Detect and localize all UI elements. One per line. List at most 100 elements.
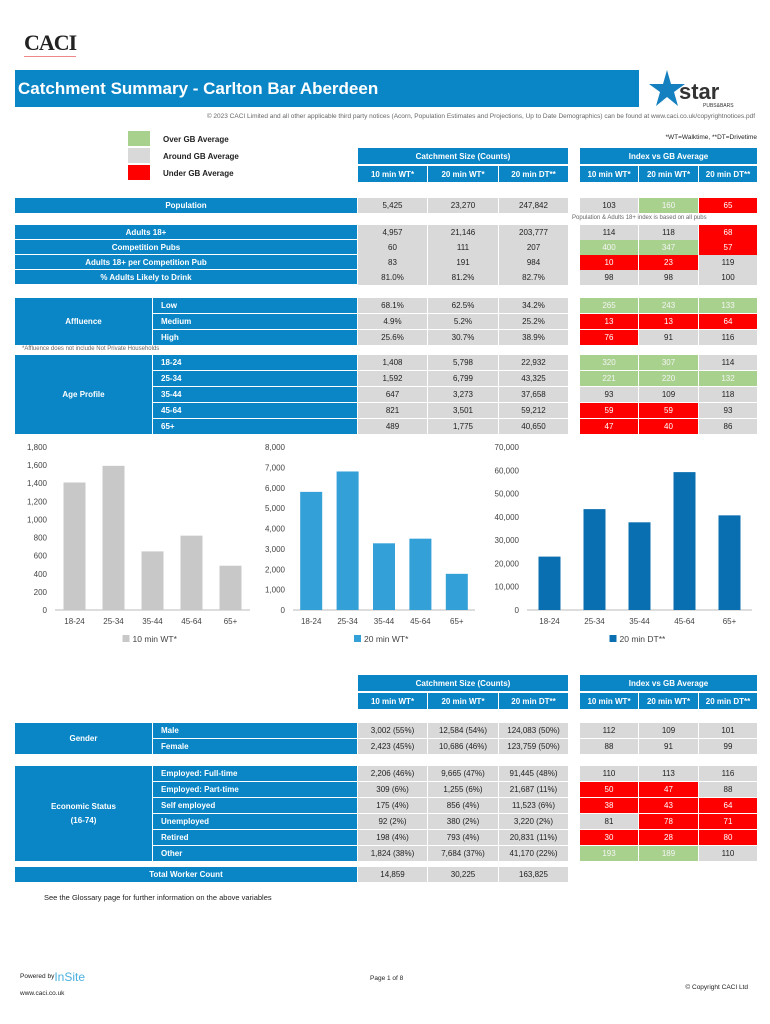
- copyright-note: © 2023 CACI Limited and all other applic…: [206, 113, 755, 120]
- value-cell: 81.0%: [358, 270, 427, 285]
- y-tick-label: 0: [43, 606, 48, 615]
- index-cell: 47: [580, 419, 638, 434]
- row-label: Unemployed: [153, 814, 357, 829]
- value-cell: 6,799: [428, 371, 498, 386]
- index-cell: 78: [639, 814, 698, 829]
- bar-45-64: [673, 472, 696, 610]
- caci-logo: CACI: [24, 30, 77, 57]
- powered-by: Powered by InSite: [20, 970, 85, 984]
- legend-swatch: [354, 635, 361, 642]
- index-column-header: 10 min WT*: [580, 166, 638, 182]
- y-tick-label: 800: [34, 534, 48, 543]
- bar-65+: [219, 565, 242, 610]
- column-header: 20 min WT*: [428, 166, 498, 182]
- bar-25-34: [336, 471, 359, 610]
- value-cell: 247,842: [499, 198, 568, 213]
- row-label: 18-24: [153, 355, 357, 370]
- index-cell: 98: [580, 270, 638, 285]
- index-cell: 243: [639, 298, 698, 313]
- value-cell: 38.9%: [499, 330, 568, 345]
- y-tick-label: 1,400: [27, 479, 48, 488]
- value-cell: 123,759 (50%): [499, 739, 568, 754]
- y-tick-label: 0: [281, 606, 286, 615]
- value-cell: 380 (2%): [428, 814, 498, 829]
- row-label: 25-34: [153, 371, 357, 386]
- value-cell: 489: [358, 419, 427, 434]
- index-cell: 98: [639, 270, 698, 285]
- row-label: 45-64: [153, 403, 357, 418]
- svg-text:star: star: [679, 79, 720, 104]
- y-tick-label: 70,000: [495, 443, 520, 452]
- value-cell: 60: [358, 240, 427, 255]
- y-tick-label: 6,000: [265, 484, 286, 493]
- value-cell: 309 (6%): [358, 782, 427, 797]
- x-tick-label: 45-64: [181, 617, 202, 626]
- y-tick-label: 10,000: [495, 583, 520, 592]
- x-tick-label: 25-34: [584, 617, 605, 626]
- index-cell: 10: [580, 255, 638, 270]
- catchment-size-header: Catchment Size (Counts): [358, 675, 568, 691]
- value-cell: 1,824 (38%): [358, 846, 427, 861]
- value-cell: 43,325: [499, 371, 568, 386]
- x-tick-label: 25-34: [337, 617, 358, 626]
- insite-logo: InSite: [54, 970, 86, 984]
- value-cell: 92 (2%): [358, 814, 427, 829]
- index-vs-gb-header: Index vs GB Average: [580, 675, 757, 691]
- index-cell: 59: [639, 403, 698, 418]
- value-cell: 856 (4%): [428, 798, 498, 813]
- value-cell: 9,665 (47%): [428, 766, 498, 781]
- adults-row-label: Adults 18+: [15, 225, 357, 239]
- index-cell: 116: [699, 330, 757, 345]
- x-tick-label: 65+: [450, 617, 464, 626]
- index-column-header: 20 min DT**: [699, 693, 757, 709]
- y-tick-label: 200: [34, 588, 48, 597]
- footer-url[interactable]: www.caci.co.uk: [20, 990, 65, 997]
- legend-under-swatch: [128, 165, 150, 180]
- value-cell: 203,777: [499, 225, 568, 240]
- value-cell: 3,273: [428, 387, 498, 402]
- index-cell: 59: [580, 403, 638, 418]
- index-cell: 193: [580, 846, 638, 861]
- affluence-note: *Affluence does not include Not Private …: [22, 346, 160, 352]
- index-cell: 114: [699, 355, 757, 370]
- key-note: *WT=Walktime, **DT=Drivetime: [665, 134, 758, 141]
- index-cell: 103: [580, 198, 638, 213]
- index-cell: 119: [699, 255, 757, 270]
- bar-25-34: [102, 465, 125, 610]
- value-cell: 984: [499, 255, 568, 270]
- index-cell: 400: [580, 240, 638, 255]
- bar-35-44: [141, 551, 164, 610]
- x-tick-label: 18-24: [301, 617, 322, 626]
- group-label-line: Economic Status: [51, 801, 116, 811]
- bar-18-24: [300, 491, 323, 610]
- index-column-header: 10 min WT*: [580, 693, 638, 709]
- index-cell: 50: [580, 782, 638, 797]
- index-cell: 109: [639, 387, 698, 402]
- gender-group-label: Gender: [15, 723, 152, 754]
- y-tick-label: 1,200: [27, 497, 48, 506]
- value-cell: 647: [358, 387, 427, 402]
- index-cell: 221: [580, 371, 638, 386]
- population-note: Population & Adults 18+ index is based o…: [572, 215, 707, 221]
- value-cell: 10,686 (46%): [428, 739, 498, 754]
- glossary-note: See the Glossary page for further inform…: [44, 893, 272, 902]
- value-cell: 83: [358, 255, 427, 270]
- index-cell: 71: [699, 814, 757, 829]
- value-cell: 34.2%: [499, 298, 568, 313]
- value-cell: 5.2%: [428, 314, 498, 329]
- index-cell: 88: [699, 782, 757, 797]
- index-cell: 110: [580, 766, 638, 781]
- index-cell: 43: [639, 798, 698, 813]
- value-cell: 22,932: [499, 355, 568, 370]
- x-tick-label: 45-64: [410, 617, 431, 626]
- index-cell: 118: [699, 387, 757, 402]
- y-tick-label: 50,000: [495, 490, 520, 499]
- value-cell: 82.7%: [499, 270, 568, 285]
- value-cell: 68.1%: [358, 298, 427, 313]
- y-tick-label: 1,600: [27, 461, 48, 470]
- index-cell: 110: [699, 846, 757, 861]
- column-header: 20 min DT**: [499, 166, 568, 182]
- value-cell: 821: [358, 403, 427, 418]
- y-tick-label: 2,000: [265, 565, 286, 574]
- value-cell: 175 (4%): [358, 798, 427, 813]
